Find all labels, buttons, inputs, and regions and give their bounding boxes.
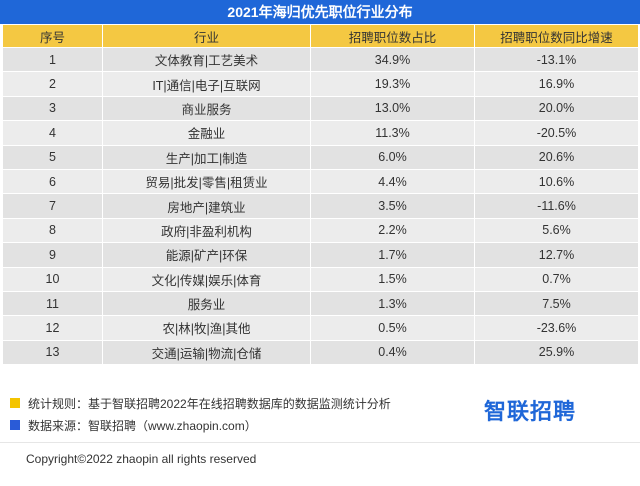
cell-industry: IT|通信|电子|互联网 [102, 71, 311, 97]
cell-share: 6.0% [310, 144, 475, 170]
cell-share: 4.4% [310, 168, 475, 195]
table-row: 5 生产|加工|制造 6.0% 20.6% [2, 144, 639, 170]
cell-industry: 政府|非盈利机构 [102, 217, 311, 244]
cell-share: 34.9% [310, 46, 475, 73]
cell-share: 19.3% [310, 71, 475, 97]
cell-industry: 服务业 [102, 290, 311, 317]
rule-note-text: 统计规则：基于智联招聘2022年在线招聘数据库的数据监测统计分析 [28, 396, 391, 411]
table-header-row: 序号 行业 招聘职位数占比 招聘职位数同比增速 [2, 24, 639, 48]
cell-growth: 10.6% [474, 168, 639, 195]
footnotes: 统计规则：基于智联招聘2022年在线招聘数据库的数据监测统计分析 数据来源：智联… [10, 392, 391, 436]
cell-share: 0.5% [310, 315, 475, 341]
cell-industry: 商业服务 [102, 95, 311, 122]
cell-growth: 16.9% [474, 71, 639, 97]
table-row: 2 IT|通信|电子|互联网 19.3% 16.9% [2, 71, 639, 97]
cell-growth: -13.1% [474, 46, 639, 73]
cell-industry: 贸易|批发|零售|租赁业 [102, 168, 311, 195]
table-row: 8 政府|非盈利机构 2.2% 5.6% [2, 217, 639, 244]
cell-growth: -23.6% [474, 315, 639, 341]
column-header-industry: 行业 [102, 24, 311, 48]
cell-index: 9 [2, 242, 103, 268]
cell-index: 12 [2, 315, 103, 341]
cell-industry: 金融业 [102, 120, 311, 146]
cell-index: 6 [2, 168, 103, 195]
cell-index: 10 [2, 266, 103, 292]
cell-growth: 20.0% [474, 95, 639, 122]
cell-growth: 7.5% [474, 290, 639, 317]
cell-index: 11 [2, 290, 103, 317]
table-row: 3 商业服务 13.0% 20.0% [2, 95, 639, 122]
cell-growth: -20.5% [474, 120, 639, 146]
table-row: 12 农|林|牧|渔|其他 0.5% -23.6% [2, 315, 639, 341]
cell-share: 1.3% [310, 290, 475, 317]
source-note-text: 数据来源：智联招聘（www.zhaopin.com） [28, 418, 257, 433]
cell-share: 11.3% [310, 120, 475, 146]
cell-share: 2.2% [310, 217, 475, 244]
zhaopin-logo: 智联招聘 [484, 399, 577, 424]
source-note: 数据来源：智联招聘（www.zhaopin.com） [10, 414, 391, 436]
table-row: 6 贸易|批发|零售|租赁业 4.4% 10.6% [2, 168, 639, 195]
cell-industry: 文体教育|工艺美术 [102, 46, 311, 73]
cell-share: 1.5% [310, 266, 475, 292]
cell-industry: 文化|传媒|娱乐|体育 [102, 266, 311, 292]
cell-growth: 25.9% [474, 339, 639, 366]
cell-share: 3.5% [310, 193, 475, 219]
table-row: 9 能源|矿产|环保 1.7% 12.7% [2, 242, 639, 268]
table-row: 4 金融业 11.3% -20.5% [2, 120, 639, 146]
cell-index: 3 [2, 95, 103, 122]
rule-marker-icon [10, 398, 20, 408]
table-title: 2021年海归优先职位行业分布 [0, 0, 640, 24]
table-row: 7 房地产|建筑业 3.5% -11.6% [2, 193, 639, 219]
cell-industry: 房地产|建筑业 [102, 193, 311, 219]
cell-share: 13.0% [310, 95, 475, 122]
table-row: 10 文化|传媒|娱乐|体育 1.5% 0.7% [2, 266, 639, 292]
column-header-index: 序号 [2, 24, 103, 48]
cell-growth: -11.6% [474, 193, 639, 219]
cell-share: 1.7% [310, 242, 475, 268]
cell-growth: 12.7% [474, 242, 639, 268]
footer-divider [0, 442, 640, 443]
cell-share: 0.4% [310, 339, 475, 366]
cell-index: 5 [2, 144, 103, 170]
column-header-share: 招聘职位数占比 [310, 24, 475, 48]
table-row: 11 服务业 1.3% 7.5% [2, 290, 639, 317]
column-header-growth: 招聘职位数同比增速 [474, 24, 639, 48]
cell-industry: 生产|加工|制造 [102, 144, 311, 170]
cell-index: 13 [2, 339, 103, 366]
cell-growth: 20.6% [474, 144, 639, 170]
table-row: 1 文体教育|工艺美术 34.9% -13.1% [2, 46, 639, 73]
cell-industry: 交通|运输|物流|仓储 [102, 339, 311, 366]
industry-distribution-table: 序号 行业 招聘职位数占比 招聘职位数同比增速 1 文体教育|工艺美术 34.9% -… [2, 24, 639, 366]
cell-growth: 0.7% [474, 266, 639, 292]
source-marker-icon [10, 420, 20, 430]
cell-industry: 能源|矿产|环保 [102, 242, 311, 268]
cell-industry: 农|林|牧|渔|其他 [102, 315, 311, 341]
cell-index: 8 [2, 217, 103, 244]
cell-index: 2 [2, 71, 103, 97]
copyright-text: Copyright©2022 zhaopin all rights reserv… [26, 452, 257, 466]
cell-index: 1 [2, 46, 103, 73]
cell-index: 4 [2, 120, 103, 146]
cell-index: 7 [2, 193, 103, 219]
rule-note: 统计规则：基于智联招聘2022年在线招聘数据库的数据监测统计分析 [10, 392, 391, 414]
table-row: 13 交通|运输|物流|仓储 0.4% 25.9% [2, 339, 639, 366]
table-body: 1 文体教育|工艺美术 34.9% -13.1% 2 IT|通信|电子|互联网 19.3% 1… [2, 46, 639, 366]
cell-growth: 5.6% [474, 217, 639, 244]
